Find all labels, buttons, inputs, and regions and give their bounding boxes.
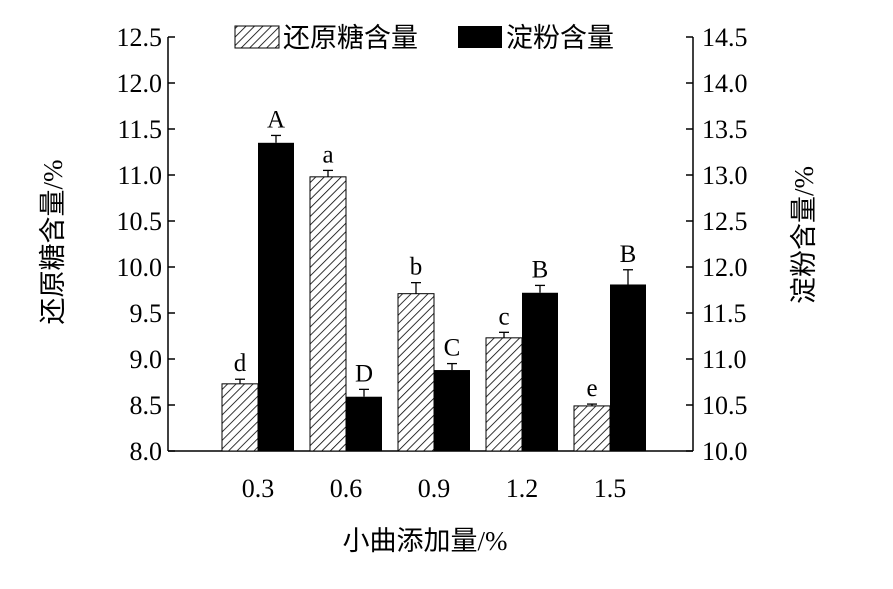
left-tick-label: 9.5: [130, 299, 163, 328]
legend: 还原糖含量 淀粉含量: [234, 23, 614, 53]
sig-label-starch: A: [267, 106, 285, 133]
sig-label-reducing-sugar: a: [322, 141, 333, 168]
right-tick-label: 12.0: [702, 253, 748, 282]
right-tick-label: 13.0: [702, 161, 748, 190]
left-tick-label: 11.0: [117, 161, 162, 190]
x-axis-title: 小曲添加量/%: [343, 526, 508, 556]
left-tick-label: 12.0: [117, 69, 163, 98]
sig-label-starch: B: [620, 241, 637, 268]
right-tick-label: 14.5: [702, 23, 748, 52]
right-tick-label: 12.5: [702, 207, 748, 236]
bar-starch: [346, 396, 382, 451]
legend-label-starch: 淀粉含量: [506, 23, 614, 53]
right-tick-label: 14.0: [702, 69, 748, 98]
x-tick-label: 0.9: [418, 474, 451, 503]
sig-label-starch: C: [444, 335, 461, 362]
right-tick-label: 11.0: [702, 345, 747, 374]
sig-label-reducing-sugar: e: [586, 375, 597, 402]
right-tick-label: 10.5: [702, 391, 748, 420]
bar-reducing-sugar: [221, 383, 259, 452]
left-tick-label: 12.5: [117, 23, 163, 52]
x-tick-label: 1.2: [506, 474, 539, 503]
left-tick-label: 11.5: [117, 115, 162, 144]
x-tick-label: 1.5: [594, 474, 627, 503]
x-tick-label: 0.3: [242, 474, 275, 503]
x-tick-label: 0.6: [330, 474, 363, 503]
left-tick-label: 8.0: [130, 437, 163, 466]
right-tick-label: 13.5: [702, 115, 748, 144]
right-tick-label: 10.0: [702, 437, 748, 466]
bar-starch: [258, 142, 294, 452]
bar-reducing-sugar: [485, 337, 523, 452]
plot-area: 8.0 8.5 9.0 9.5 10.0 10.5 11.0 11.5 12.0 12.5 10.0…: [117, 23, 748, 503]
left-axis-title: 还原糖含量/%: [38, 160, 68, 325]
legend-label-reducing-sugar: 还原糖含量: [283, 23, 418, 53]
sig-label-starch: B: [532, 256, 549, 283]
left-tick-label: 10.5: [117, 207, 163, 236]
left-tick-label: 9.0: [130, 345, 163, 374]
sig-label-starch: D: [355, 360, 373, 387]
bar-starch: [610, 284, 646, 451]
right-axis-title: 淀粉含量/%: [789, 166, 819, 304]
bar-reducing-sugar: [573, 405, 611, 452]
sig-label-reducing-sugar: c: [498, 303, 509, 330]
right-tick-label: 11.5: [702, 299, 747, 328]
bar-starch: [434, 370, 470, 451]
legend-swatch-starch: [458, 26, 502, 48]
bar-starch: [522, 292, 558, 451]
bar-reducing-sugar: [397, 293, 435, 452]
sig-label-reducing-sugar: d: [234, 350, 247, 377]
legend-swatch-reducing-sugar: [234, 25, 280, 49]
left-tick-label: 8.5: [130, 391, 163, 420]
bar-reducing-sugar: [309, 176, 347, 452]
sig-label-reducing-sugar: b: [410, 254, 423, 281]
left-tick-label: 10.0: [117, 253, 163, 282]
